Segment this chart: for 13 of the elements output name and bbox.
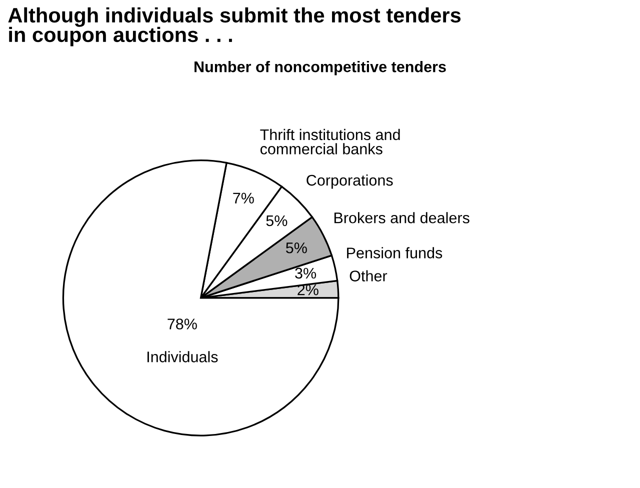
chart-subtitle: Number of noncompetitive tenders [194,61,446,76]
data-label: 5% [286,242,307,254]
slice-label: Corporations [306,174,393,189]
chart-title: Although individuals submit the most tenders in coupon auctions . . . [8,7,461,46]
data-label: 5% [266,215,288,226]
data-label: 7% [233,192,254,204]
slice-label: Pension funds [347,247,442,258]
slice-label: Other [350,270,388,282]
data-label: 78% [168,318,197,330]
data-label: 3% [295,268,316,279]
slice-label: Thrift institutions and commercial banks [260,128,400,154]
slice-label: Individuals [148,351,218,362]
slice-label: Brokers and dealers [334,212,470,224]
